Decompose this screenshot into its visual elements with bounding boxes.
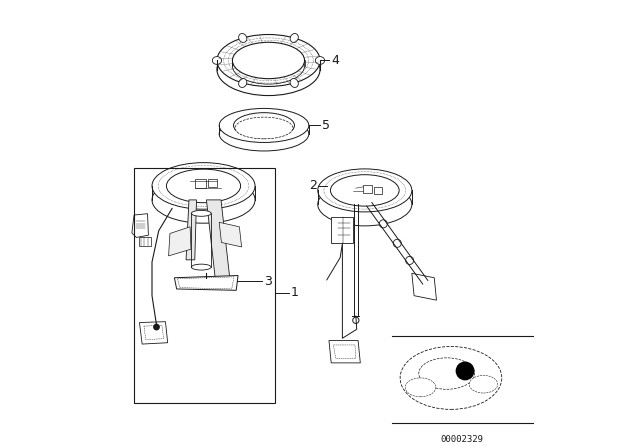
Polygon shape <box>329 340 360 363</box>
Ellipse shape <box>152 163 255 209</box>
Ellipse shape <box>235 117 293 139</box>
Bar <box>362 185 371 193</box>
Polygon shape <box>332 217 353 243</box>
Ellipse shape <box>152 177 255 223</box>
Ellipse shape <box>234 113 294 138</box>
Ellipse shape <box>191 264 211 270</box>
Ellipse shape <box>419 358 475 389</box>
Ellipse shape <box>217 34 320 86</box>
Circle shape <box>353 317 359 323</box>
Circle shape <box>406 256 413 264</box>
Bar <box>374 187 382 194</box>
Text: 5: 5 <box>323 119 330 132</box>
Polygon shape <box>219 222 241 247</box>
Bar <box>195 179 205 188</box>
Ellipse shape <box>330 175 399 206</box>
Bar <box>138 237 151 246</box>
Ellipse shape <box>290 78 298 87</box>
Ellipse shape <box>405 378 436 397</box>
Polygon shape <box>174 276 238 290</box>
Text: 3: 3 <box>264 275 272 288</box>
Ellipse shape <box>239 34 247 43</box>
Bar <box>134 168 275 403</box>
Text: 2: 2 <box>308 179 317 193</box>
Ellipse shape <box>317 169 412 212</box>
Ellipse shape <box>232 48 305 84</box>
Polygon shape <box>132 214 148 237</box>
Text: 4: 4 <box>332 54 339 67</box>
Ellipse shape <box>239 78 247 87</box>
Ellipse shape <box>219 117 309 151</box>
Ellipse shape <box>191 211 211 216</box>
Ellipse shape <box>166 169 241 202</box>
Polygon shape <box>168 227 191 256</box>
Polygon shape <box>207 200 230 278</box>
Ellipse shape <box>217 43 320 95</box>
Ellipse shape <box>400 346 502 409</box>
Ellipse shape <box>316 56 324 65</box>
Circle shape <box>154 324 159 330</box>
Polygon shape <box>186 200 196 260</box>
Text: 1: 1 <box>291 286 299 299</box>
Circle shape <box>380 220 387 228</box>
Bar <box>208 179 217 187</box>
Polygon shape <box>140 322 168 344</box>
Ellipse shape <box>469 375 498 393</box>
Polygon shape <box>412 273 436 300</box>
Ellipse shape <box>219 108 309 142</box>
Text: 00002329: 00002329 <box>441 435 484 444</box>
Circle shape <box>393 239 401 247</box>
Ellipse shape <box>317 183 412 226</box>
Ellipse shape <box>290 34 298 43</box>
Ellipse shape <box>232 42 305 79</box>
Ellipse shape <box>212 56 221 65</box>
Circle shape <box>456 362 474 380</box>
